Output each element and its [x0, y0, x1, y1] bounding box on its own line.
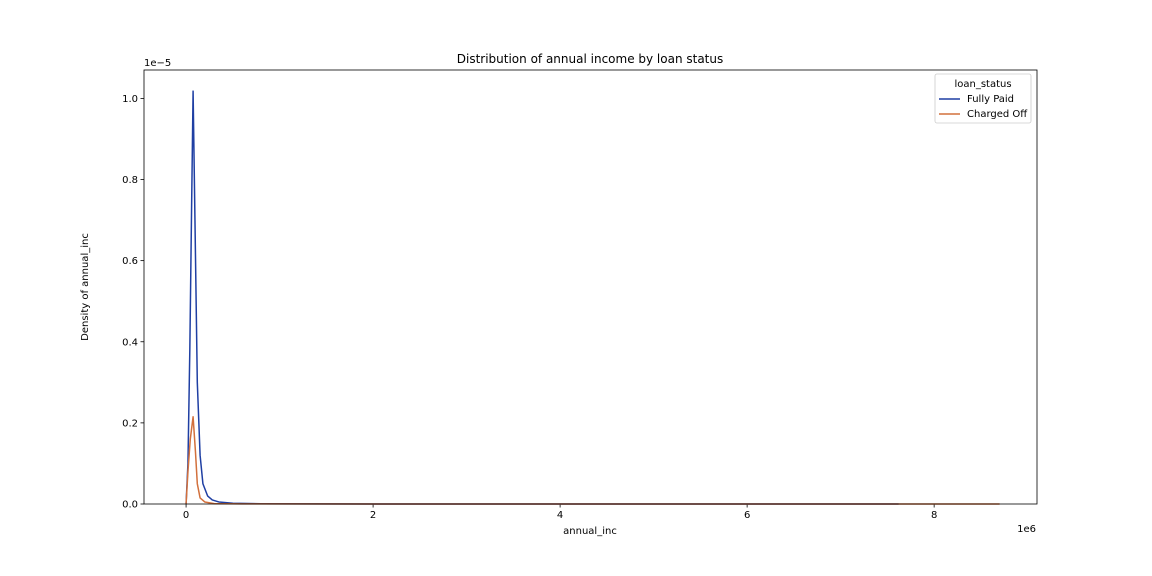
x-offset-text: 1e6 [1017, 524, 1036, 535]
y-tick-label: 0.6 [122, 256, 138, 267]
plot-frame [143, 69, 1038, 505]
x-tick-label: 8 [931, 510, 937, 521]
x-axis-label: annual_inc [563, 526, 617, 537]
x-tick-label: 6 [744, 510, 750, 521]
series-line-charged-off [185, 416, 1000, 505]
legend-label-fully-paid: Fully Paid [967, 94, 1014, 105]
x-tick-label: 2 [370, 510, 376, 521]
legend-title: loan_status [954, 79, 1011, 90]
plot-lines [185, 90, 1000, 505]
series-line-fully-paid [185, 90, 899, 505]
y-offset-text: 1e−5 [144, 58, 171, 69]
y-tick-label: 0.0 [122, 500, 138, 511]
legend-box [934, 73, 1032, 124]
y-tick-label: 0.4 [122, 337, 138, 348]
chart-title: Distribution of annual income by loan st… [457, 52, 724, 66]
y-axis-label: Density of annual_inc [80, 233, 91, 341]
y-tick-label: 0.8 [122, 175, 138, 186]
x-tick-label: 4 [557, 510, 563, 521]
legend: loan_status Fully Paid Charged Off [934, 73, 1032, 124]
axis-ticks: 0 2 4 6 8 0.0 0.2 0.4 0.6 0.8 1.0 [122, 94, 937, 521]
x-tick-label: 0 [183, 510, 189, 521]
y-tick-label: 0.2 [122, 418, 138, 429]
y-tick-label: 1.0 [122, 94, 138, 105]
legend-label-charged-off: Charged Off [967, 109, 1028, 120]
